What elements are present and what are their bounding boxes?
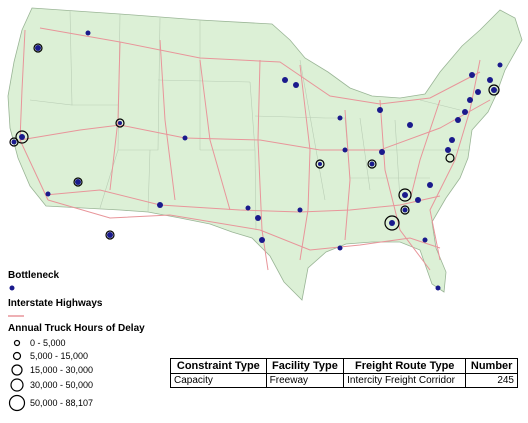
column-header: Number <box>465 358 518 374</box>
summary-table: Constraint Type Facility Type Freight Rout… <box>170 358 518 388</box>
table-cell: Freeway <box>265 373 345 388</box>
legend-delay-title: Annual Truck Hours of Delay <box>8 323 145 334</box>
table-row: Capacity Freeway Intercity Freight Corrido… <box>170 373 518 388</box>
legend-class-label: 50,000 - 88,107 <box>30 398 93 408</box>
header-row: Constraint Type Facility Type Freight Rout… <box>170 358 518 374</box>
legend-circle <box>13 339 21 347</box>
legend-class-label: 5,000 - 15,000 <box>30 351 88 361</box>
us-land <box>7 7 523 301</box>
legend-class-label: 15,000 - 30,000 <box>30 365 93 375</box>
legend-bottleneck: Bottleneck <box>8 270 60 281</box>
legend-highways: Interstate Highways <box>8 298 103 309</box>
column-header: Constraint Type <box>170 358 267 374</box>
interstate-highways <box>19 27 491 271</box>
legend-circle <box>10 378 24 392</box>
state-borders <box>29 9 470 231</box>
table-cell: Capacity <box>170 373 267 388</box>
column-header: Facility Type <box>265 358 345 374</box>
table-cell: Intercity Freight Corridor <box>343 373 467 388</box>
legend-class-label: 30,000 - 50,000 <box>30 380 93 390</box>
legend-class-label: 0 - 5,000 <box>30 338 66 348</box>
legend-dot <box>9 285 15 291</box>
legend-classes: 0 - 5,000 5,000 - 15,000 15,000 - 30,000 30… <box>8 338 93 412</box>
legend-circle <box>12 351 22 361</box>
table-cell: 245 <box>465 373 518 388</box>
table-body: Capacity Freeway Intercity Freight Corrido… <box>170 373 518 388</box>
legend-circle <box>11 364 23 376</box>
legend-circle <box>8 394 26 412</box>
bottlenecks <box>9 30 503 291</box>
column-header: Freight Route Type <box>343 358 467 374</box>
